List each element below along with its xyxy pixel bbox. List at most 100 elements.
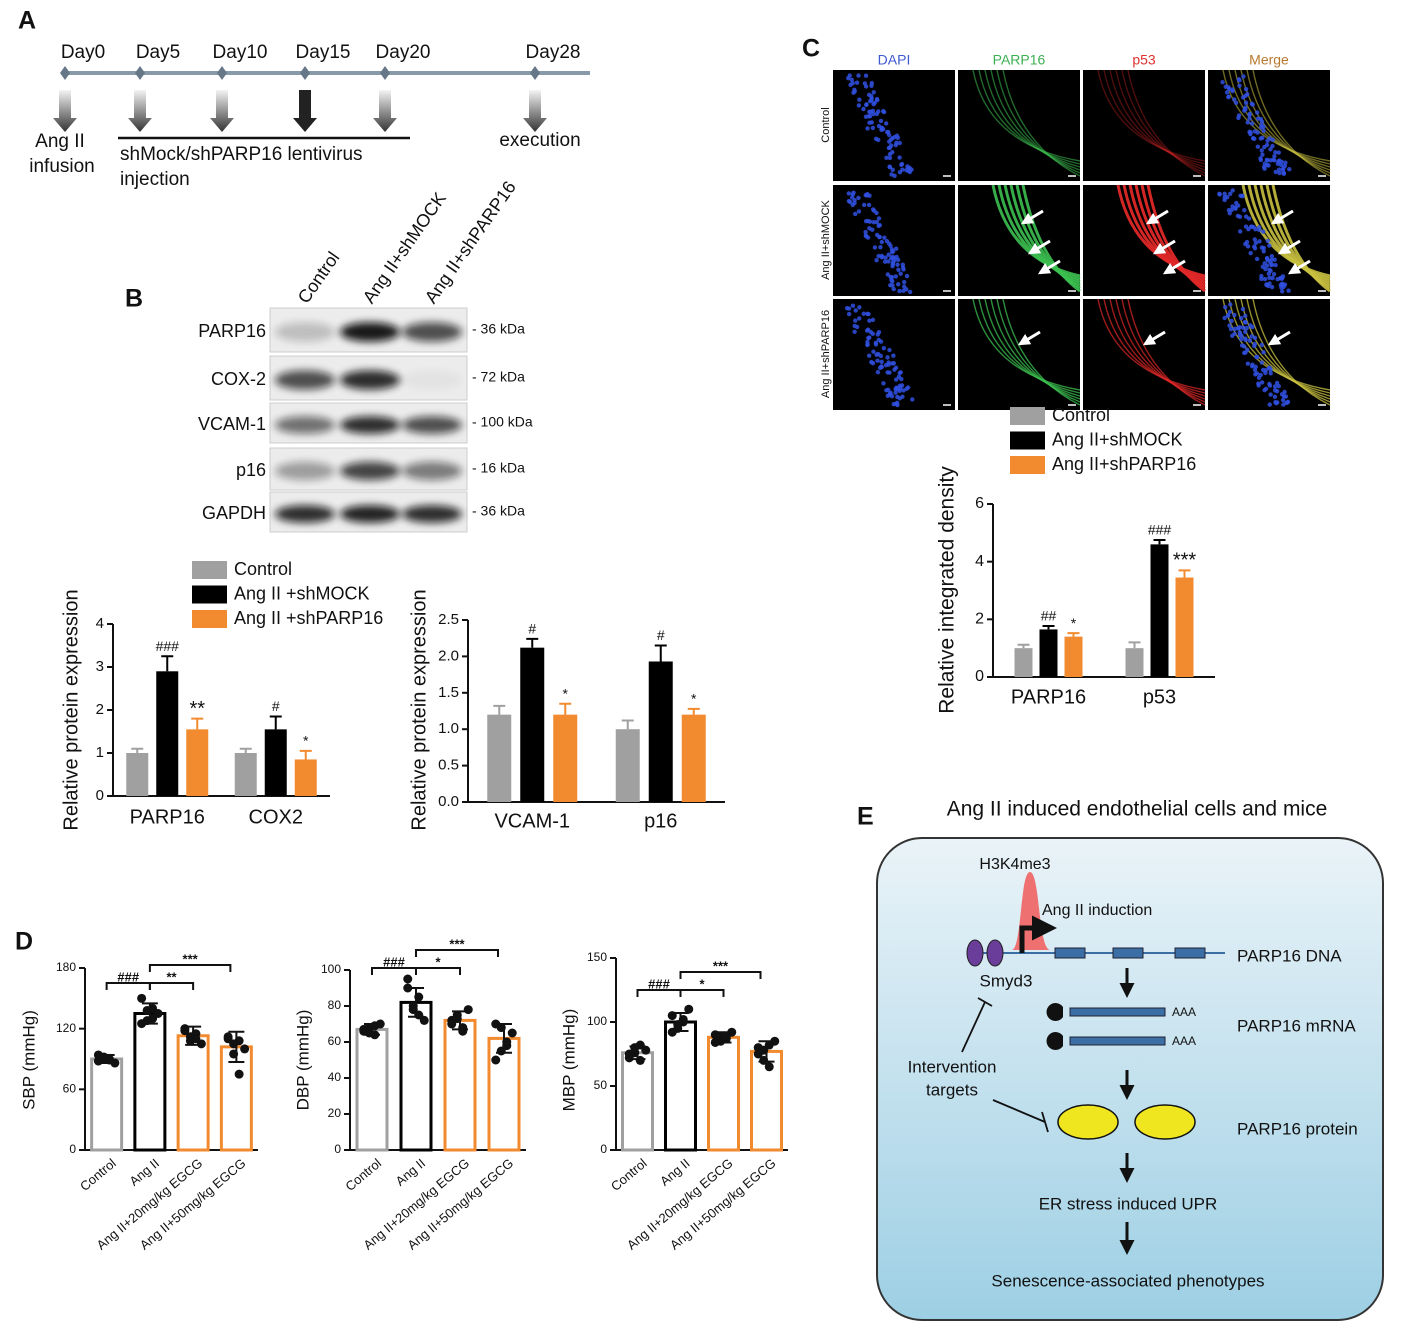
nucleus <box>896 267 901 273</box>
nucleus <box>1276 150 1281 155</box>
nucleus <box>846 311 852 317</box>
nucleus <box>884 155 889 161</box>
nucleus <box>1257 239 1262 244</box>
y-axis-label: Relative protein expression <box>60 589 82 830</box>
arrow <box>1017 330 1041 346</box>
nucleus <box>861 202 867 208</box>
nucleus <box>1243 241 1248 247</box>
bar <box>264 729 287 796</box>
data-point <box>667 1027 677 1037</box>
error-bar <box>161 655 174 672</box>
nucleus <box>901 388 906 393</box>
tissue-strand <box>997 184 1081 281</box>
nucleus <box>888 283 893 288</box>
nucleus <box>1264 157 1270 163</box>
nucleus <box>869 97 874 103</box>
nucleus <box>1276 167 1282 172</box>
data-point <box>180 1026 190 1036</box>
day-arrow <box>210 90 234 132</box>
day-marker <box>300 66 310 80</box>
nucleus <box>1260 135 1265 141</box>
bar <box>1039 629 1058 677</box>
error-bar <box>98 1053 115 1065</box>
nucleus <box>1243 107 1248 112</box>
nucleus <box>1274 380 1280 386</box>
legend-label: Ang II+shPARP16 <box>1052 454 1196 474</box>
nucleus <box>1222 304 1228 310</box>
nucleus <box>1232 326 1238 331</box>
nucleus <box>1247 112 1252 118</box>
nucleus <box>879 239 884 245</box>
bracket <box>148 964 232 972</box>
blot-size-label: - 72 kDa <box>472 369 525 385</box>
nucleus <box>1267 365 1272 371</box>
tissue-strand <box>1103 69 1206 165</box>
nucleus <box>853 308 858 313</box>
nucleus <box>870 207 876 212</box>
data-point <box>447 1019 457 1029</box>
nucleus <box>1227 309 1233 314</box>
tissue-strand <box>978 69 1081 165</box>
nucleus <box>874 111 880 117</box>
y-tick-label: 2.5 <box>438 611 459 628</box>
arrow <box>1287 259 1311 275</box>
nucleus <box>871 219 876 225</box>
nucleus <box>846 306 852 311</box>
blot-band <box>275 370 335 390</box>
nucleus <box>1272 388 1278 393</box>
bar <box>1150 544 1169 677</box>
nucleus <box>1277 170 1282 176</box>
nucleus <box>857 305 862 310</box>
nucleus <box>1241 350 1247 356</box>
arrow <box>1020 209 1044 225</box>
nucleus <box>901 267 906 272</box>
tissue-strand <box>1271 184 1331 293</box>
nucleus <box>891 286 896 292</box>
x-tick-label: Ang II <box>126 1155 162 1188</box>
nucleus <box>866 353 872 358</box>
nucleus <box>899 162 904 168</box>
cap <box>1046 1032 1063 1050</box>
bar <box>615 729 640 802</box>
y-tick-label: 60 <box>328 1034 342 1048</box>
significance: ** <box>189 698 205 720</box>
error-bar <box>654 644 667 662</box>
day-arrow <box>293 90 317 132</box>
nucleus <box>854 324 860 330</box>
nucleus <box>1258 156 1263 161</box>
nucleus <box>1281 394 1287 399</box>
nucleus <box>900 167 905 172</box>
nucleus <box>1258 125 1264 130</box>
significance: # <box>657 627 665 643</box>
nucleus <box>900 394 905 399</box>
nucleus <box>1267 381 1272 387</box>
timeline-text: execution <box>499 130 580 151</box>
nucleus <box>875 332 880 337</box>
nucleus <box>904 273 910 279</box>
nucleus <box>1265 238 1270 244</box>
error-bar <box>228 1030 245 1064</box>
nucleus <box>888 243 893 248</box>
significance: ### <box>117 969 139 984</box>
legend-swatch <box>192 585 227 604</box>
day-label: Day15 <box>296 42 351 63</box>
error-bar <box>452 1010 468 1031</box>
nucleus <box>1268 371 1273 376</box>
inhibition <box>961 997 993 1053</box>
legend-label: Control <box>234 559 292 579</box>
nucleus <box>872 100 877 106</box>
promoter-arrow <box>1019 915 1057 953</box>
nucleus <box>1259 380 1265 385</box>
diagram-text: PARP16 mRNA <box>1237 1016 1356 1035</box>
tissue-strand <box>1121 298 1206 403</box>
nucleus <box>1279 289 1285 294</box>
timeline-text: Ang II <box>35 131 85 152</box>
significance: *** <box>1173 550 1197 572</box>
y-tick-label: 60 <box>63 1082 77 1096</box>
nucleus <box>869 93 874 99</box>
tissue-strand <box>996 69 1081 174</box>
nucleus <box>850 202 855 208</box>
day-label: Day5 <box>136 42 180 63</box>
nucleus <box>1230 333 1235 338</box>
nucleus <box>895 257 901 263</box>
